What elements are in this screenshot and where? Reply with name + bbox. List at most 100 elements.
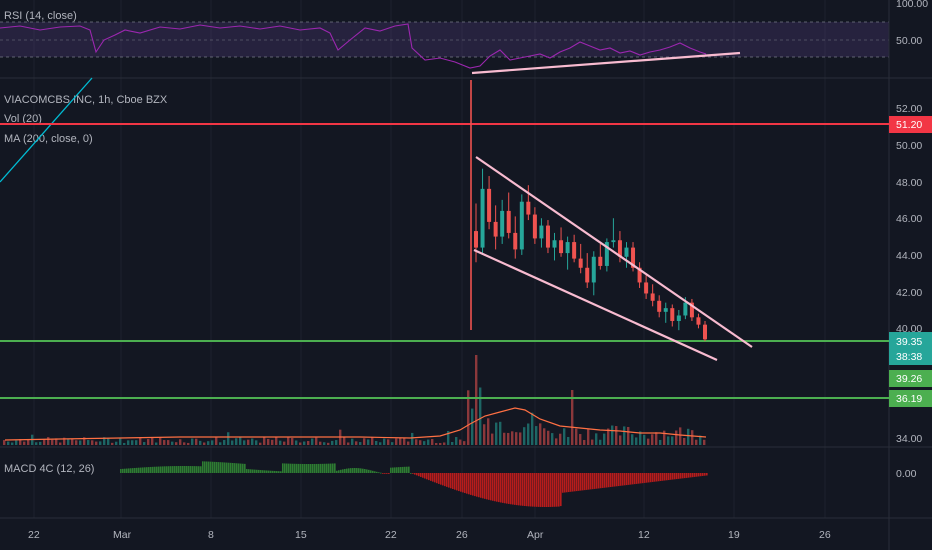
macd-bar <box>178 466 180 473</box>
volume-bar <box>615 426 618 445</box>
volume-bar <box>595 433 598 445</box>
time-tick-19: 19 <box>728 529 740 541</box>
volume-bar <box>319 441 322 445</box>
volume-bar <box>539 423 542 445</box>
candle-body <box>689 302 694 318</box>
volume-bar <box>227 432 230 445</box>
candle-body <box>506 210 511 233</box>
volume-bar <box>19 439 22 445</box>
macd-bar <box>158 466 160 473</box>
volume-bar <box>691 430 694 445</box>
wedge-lower-trendline[interactable] <box>473 248 718 362</box>
macd-bar <box>646 473 648 483</box>
macd-bar <box>702 473 704 476</box>
volume-bar <box>195 438 198 445</box>
macd-bar <box>672 473 674 480</box>
macd-bar <box>468 473 470 495</box>
volume-bar <box>475 355 478 445</box>
price-tick-34: 34.00 <box>896 433 922 445</box>
ma-line-left <box>0 77 93 183</box>
volume-bar <box>155 442 158 445</box>
volume-bar <box>683 437 686 445</box>
macd-bar <box>452 473 454 490</box>
volume-bar <box>439 442 442 445</box>
macd-bar <box>128 468 130 473</box>
macd-bar <box>352 468 354 473</box>
wedge-upper-trendline[interactable] <box>475 156 753 348</box>
macd-bar <box>202 461 204 473</box>
macd-bar <box>524 473 526 507</box>
macd-bar <box>266 470 268 473</box>
macd-bar <box>616 473 618 487</box>
macd-bar <box>668 473 670 481</box>
rsi-trendline[interactable] <box>471 51 741 75</box>
macd-bar <box>290 463 292 473</box>
macd-bar <box>278 471 280 473</box>
volume-bar <box>499 421 502 445</box>
volume-bar <box>607 428 610 445</box>
volume-bar <box>451 441 454 445</box>
macd-bar <box>630 473 632 485</box>
macd-bar <box>392 467 394 473</box>
macd-bar <box>650 473 652 483</box>
macd-bar <box>228 462 230 473</box>
macd-bar <box>496 473 498 502</box>
macd-bar <box>300 463 302 473</box>
volume-bar <box>479 387 482 445</box>
macd-bar <box>480 473 482 498</box>
volume-bar <box>311 438 314 445</box>
time-axis[interactable]: 22 Mar 8 15 22 26 Apr 12 19 26 <box>28 529 831 541</box>
volume-bar <box>187 442 190 445</box>
volume-bar <box>255 440 258 445</box>
volume-bar <box>99 441 102 445</box>
macd-bar <box>320 463 322 473</box>
volume-bar <box>59 442 62 445</box>
price-tag-last: 39.35 38:38 <box>889 332 932 365</box>
volume-bar <box>695 439 698 445</box>
macd-bar <box>234 463 236 473</box>
price-tag-51-20-box <box>889 116 932 133</box>
volume-bar <box>411 432 414 445</box>
macd-bar <box>212 461 214 473</box>
macd-bar <box>198 466 200 473</box>
macd-bar <box>246 469 248 473</box>
candle-body <box>604 242 609 266</box>
macd-bar <box>482 473 484 499</box>
macd-bar <box>362 468 364 473</box>
macd-bar <box>476 473 478 497</box>
volume-bar <box>159 438 162 445</box>
macd-histogram <box>120 461 708 507</box>
macd-bar <box>272 470 274 473</box>
macd-bar <box>664 473 666 481</box>
macd-bar <box>296 463 298 473</box>
macd-bar <box>674 473 676 480</box>
macd-bar <box>434 473 436 483</box>
volume-bar <box>295 440 298 445</box>
macd-bar <box>522 473 524 506</box>
volume-bar <box>83 437 86 445</box>
macd-bar <box>598 473 600 489</box>
candle-body <box>559 240 564 254</box>
candle-body <box>657 300 662 312</box>
macd-bar <box>386 473 388 474</box>
macd-bar <box>704 473 706 476</box>
volume-bar <box>163 440 166 445</box>
candle-body <box>670 308 675 321</box>
volume-bar <box>559 433 562 445</box>
price-tag-last-box <box>889 332 932 365</box>
macd-bar <box>582 473 584 491</box>
macd-bar <box>528 473 530 507</box>
macd-bar <box>644 473 646 483</box>
macd-bar <box>346 468 348 473</box>
volume-bar <box>111 442 114 445</box>
macd-bar <box>382 473 384 474</box>
macd-bar <box>364 469 366 473</box>
macd-bar <box>406 466 408 473</box>
macd-bar <box>248 469 250 473</box>
macd-bar <box>706 473 708 476</box>
candle-body <box>487 188 492 222</box>
macd-bar <box>642 473 644 484</box>
macd-bar <box>430 473 432 481</box>
